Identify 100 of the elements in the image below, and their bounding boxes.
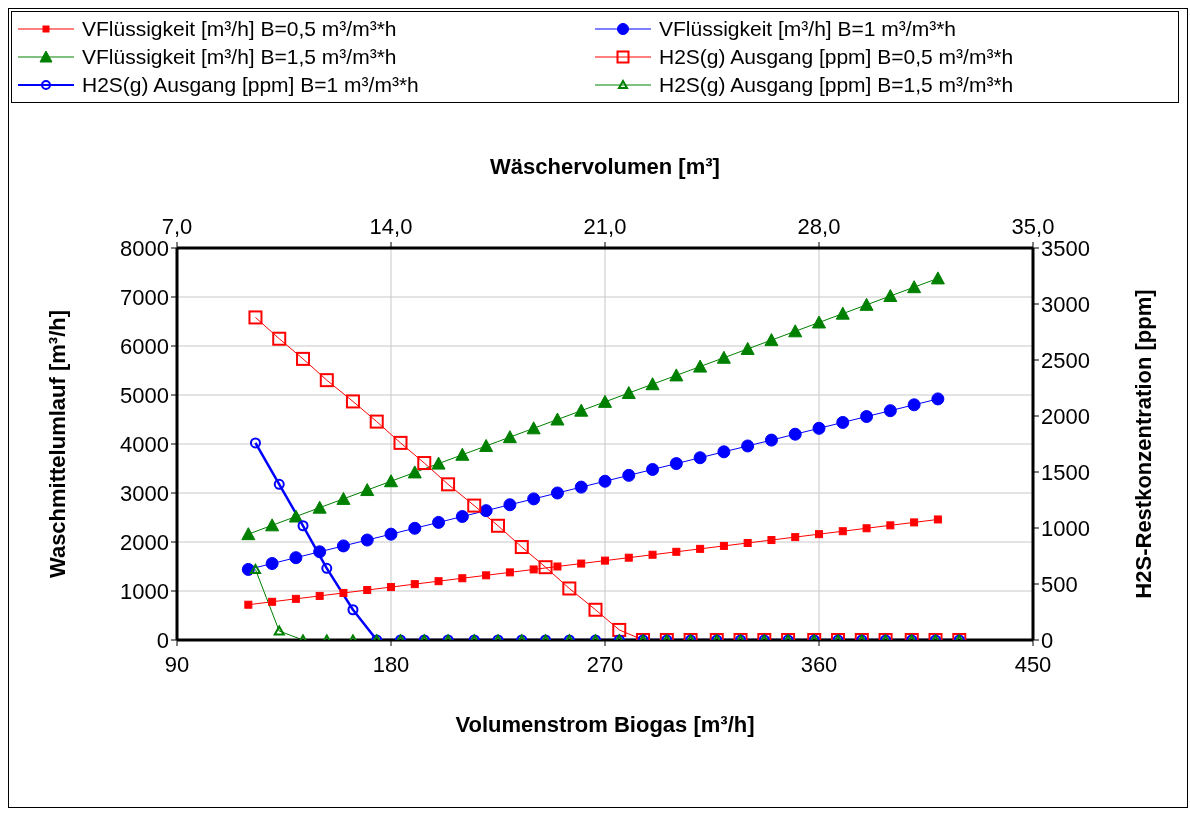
point [719,541,728,550]
point [289,551,303,565]
point [764,433,778,447]
point [527,492,541,506]
point [248,310,263,325]
point [407,465,422,479]
point [313,545,327,559]
point [360,483,375,497]
x-tick-label: 450 [1014,651,1052,677]
point [319,373,334,388]
point [601,556,609,565]
x-tick-label: 90 [164,651,190,677]
y2-tick-label: 2500 [1041,347,1090,373]
point [574,403,589,417]
point [505,568,514,577]
point [441,477,456,492]
point [360,533,374,547]
point [482,571,491,580]
point [417,456,432,471]
point [434,577,443,586]
point [933,515,942,524]
point [291,594,300,603]
point [907,280,922,294]
y-tick-label: 2000 [120,529,169,555]
point [672,547,681,556]
y2-tick-label: 2000 [1041,403,1090,429]
point [249,563,261,574]
point [598,394,612,408]
point [550,412,565,426]
point [624,553,633,562]
point [693,451,707,465]
point [467,498,482,513]
point [336,539,350,553]
point [312,500,327,514]
point [836,415,850,429]
point [455,447,470,461]
point [315,591,324,600]
point [838,527,847,536]
point [812,421,826,435]
y-tick-label: 4000 [120,431,169,457]
x2-axis-title: Wäschervolumen [m³] [490,153,720,179]
point [621,386,636,400]
point [339,588,348,597]
point [249,437,261,449]
point [479,438,494,452]
point [387,583,395,592]
point [645,377,660,391]
point [716,350,731,364]
point [455,510,469,524]
point [384,474,398,488]
x2-tick-label: 28,0 [797,214,841,239]
point [502,430,517,444]
point [812,315,826,329]
point [529,565,538,574]
y-tick-label: 3000 [120,480,169,506]
y2-tick-label: 1000 [1041,515,1090,541]
x-tick-label: 360 [800,651,838,677]
point [265,557,279,571]
point [273,478,285,490]
y-tick-label: 0 [156,627,169,653]
point [550,486,564,500]
point [815,530,823,539]
y-tick-label: 7000 [120,284,169,310]
point [764,333,779,347]
point [835,306,850,320]
y2-axis-title: H2S-Restkonzentration [ppm] [1130,289,1156,599]
y-tick-label: 5000 [120,382,169,408]
point [345,394,360,409]
legend-label: VFlüssigkeit [m³/h] B=1 m³/m³*h [659,16,956,42]
point [479,504,493,518]
point [369,414,384,429]
point [859,297,874,311]
point [693,359,708,373]
point [244,600,253,609]
legend-label: VFlüssigkeit [m³/h] B=0,5 m³/m³*h [82,16,397,42]
point [740,341,755,355]
point [622,468,636,482]
point [526,421,541,435]
point [384,527,398,541]
point [791,533,800,542]
point [272,331,287,346]
y-tick-label: 1000 [120,578,169,604]
point [696,544,705,553]
point [336,491,351,505]
y2-tick-label: 1500 [1041,459,1090,485]
point [862,524,871,533]
y-tick-label: 6000 [120,333,169,359]
point [321,562,333,574]
point [883,289,898,303]
point [886,521,895,530]
point [431,456,446,470]
point [296,351,311,366]
point [788,324,803,338]
point [883,404,897,418]
y-axis-title: Waschmittelumlauf [m³/h] [44,309,70,579]
point [646,462,660,476]
point [907,398,921,412]
point [265,518,280,532]
point [363,586,372,595]
point [717,445,731,459]
